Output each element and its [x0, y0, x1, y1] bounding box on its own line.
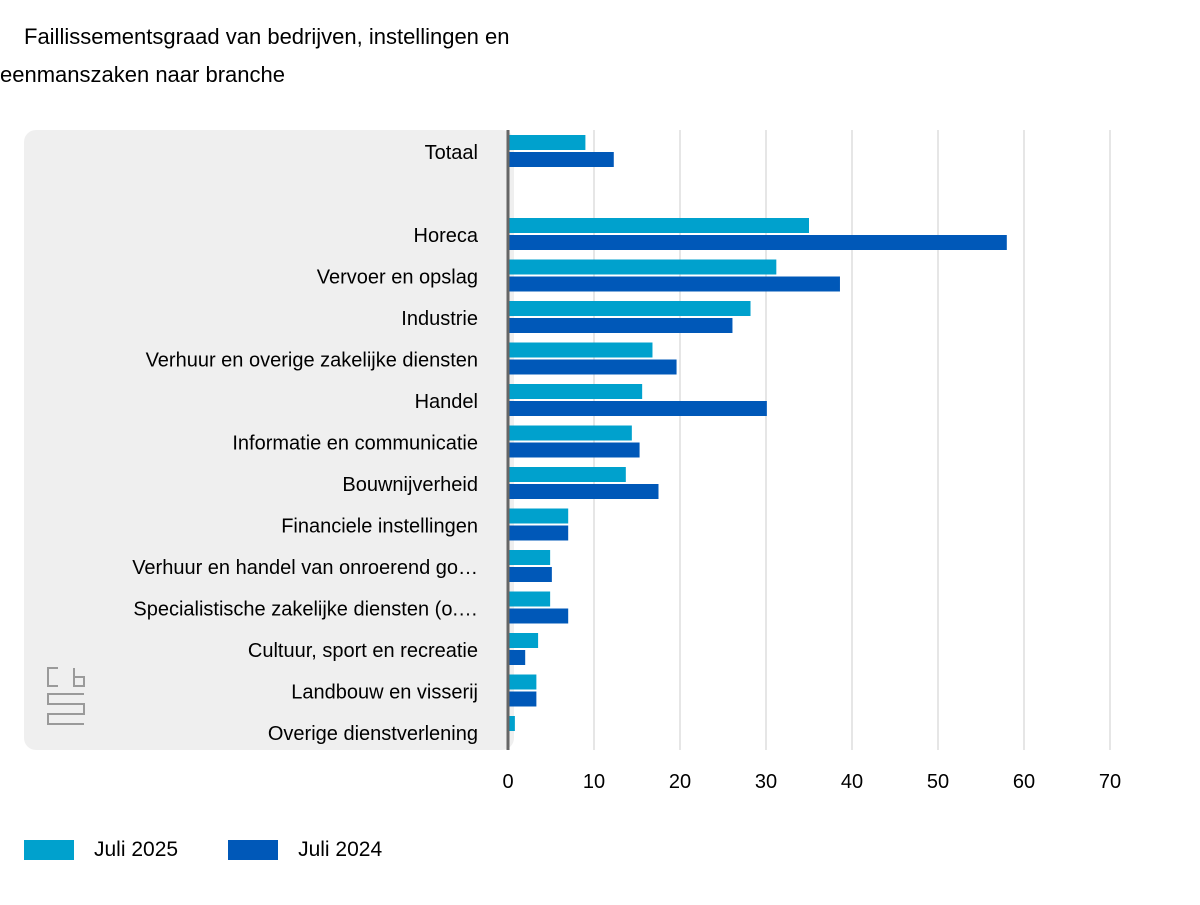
bar[interactable] — [508, 716, 515, 731]
bar[interactable] — [508, 525, 569, 541]
legend-label-juli-2025: Juli 2025 — [94, 838, 179, 861]
x-tick-label: 70 — [1099, 771, 1121, 793]
bar[interactable] — [508, 508, 569, 524]
bar[interactable] — [508, 401, 767, 416]
bar[interactable] — [508, 591, 551, 607]
bar[interactable] — [508, 135, 586, 150]
legend-item-juli-2024[interactable]: Juli 2024 — [228, 838, 382, 862]
category-label: Verhuur en overige zakelijke diensten — [146, 350, 478, 372]
legend-item-juli-2025[interactable]: Juli 2025 — [24, 838, 178, 862]
category-label: Cultuur, sport en recreatie — [248, 640, 478, 662]
legend: Juli 2025 Juli 2024 — [24, 838, 432, 862]
bar[interactable] — [508, 674, 537, 690]
category-label: Totaal — [425, 142, 478, 164]
category-label: Handel — [415, 391, 478, 413]
bar[interactable] — [508, 650, 526, 665]
x-tick-label: 10 — [583, 771, 605, 793]
bar[interactable] — [508, 301, 751, 316]
bar[interactable] — [508, 384, 643, 399]
bar[interactable] — [508, 691, 537, 707]
category-label: Specialistische zakelijke diensten (o.… — [133, 599, 478, 621]
category-label: Horeca — [414, 225, 479, 247]
x-tick-label: 0 — [502, 771, 513, 793]
category-label: Vervoer en opslag — [317, 267, 478, 289]
bar[interactable] — [508, 318, 733, 333]
x-tick-label: 30 — [755, 771, 777, 793]
bar[interactable] — [508, 567, 552, 582]
bar[interactable] — [508, 550, 551, 565]
bar[interactable] — [508, 342, 653, 358]
legend-label-juli-2024: Juli 2024 — [298, 838, 383, 861]
bar[interactable] — [508, 467, 626, 482]
bar[interactable] — [508, 235, 1007, 250]
bar[interactable] — [508, 425, 632, 441]
gridlines — [593, 130, 1111, 750]
bars — [508, 135, 1007, 731]
bar[interactable] — [508, 276, 840, 292]
category-label: Financiele instellingen — [281, 516, 478, 538]
chart-title-line-1: Faillissementsgraad van bedrijven, inste… — [24, 24, 510, 49]
legend-swatch-juli-2025 — [24, 840, 74, 860]
category-label: Industrie — [401, 308, 478, 330]
category-label: Landbouw en visserij — [291, 682, 478, 704]
cbs-logo-icon — [47, 667, 85, 725]
bar[interactable] — [508, 633, 539, 648]
chart-title: Faillissementsgraad van bedrijven, inste… — [0, 18, 640, 94]
category-label: Verhuur en handel van onroerend go… — [132, 557, 478, 579]
bar[interactable] — [508, 442, 640, 458]
x-tick-label: 60 — [1013, 771, 1035, 793]
category-panel — [24, 130, 514, 750]
bar[interactable] — [508, 608, 569, 624]
chart-title-line-2: eenmanszaken naar branche — [0, 62, 285, 87]
bar[interactable] — [508, 359, 677, 375]
bar[interactable] — [508, 152, 614, 167]
category-label: Informatie en communicatie — [232, 433, 478, 455]
bar[interactable] — [508, 259, 777, 275]
bar[interactable] — [508, 218, 809, 233]
legend-swatch-juli-2024 — [228, 840, 279, 860]
category-labels: Totaal Horeca Vervoer en opslag Industrie Ve… — [132, 142, 479, 745]
x-tick-labels: 0 10 20 30 40 50 60 70 — [502, 771, 1121, 793]
category-label: Bouwnijverheid — [342, 474, 478, 496]
bar[interactable] — [508, 484, 659, 499]
x-tick-label: 20 — [669, 771, 691, 793]
x-tick-label: 50 — [927, 771, 949, 793]
category-label: Overige dienstverlening — [268, 723, 478, 745]
x-tick-label: 40 — [841, 771, 863, 793]
